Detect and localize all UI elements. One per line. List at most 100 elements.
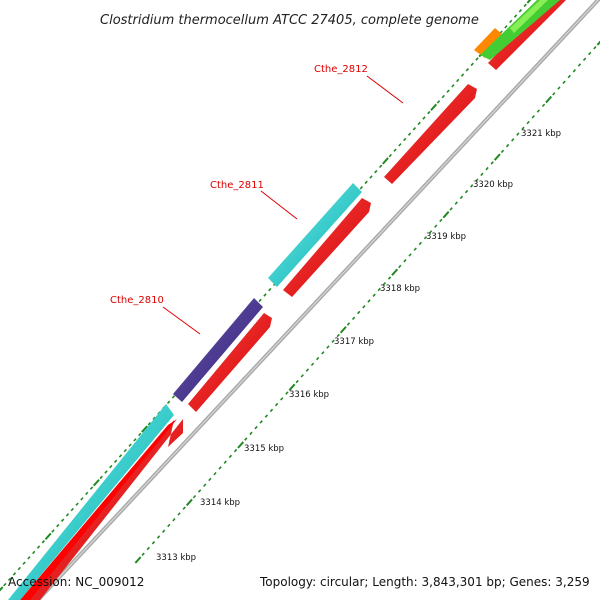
major-tick	[442, 211, 450, 219]
major-tick	[339, 326, 347, 334]
cds-feature-arrow-3812[interactable]	[384, 84, 477, 184]
minor-tick	[274, 402, 279, 407]
cds-inner-track	[20, 0, 566, 600]
minor-tick	[362, 305, 366, 309]
minor-tick	[269, 408, 274, 413]
minor-tick	[228, 454, 233, 459]
accession-text: Accession: NC_009012	[8, 575, 144, 589]
cds-feature-top[interactable]	[488, 0, 566, 70]
cds-feature-arrow-3811[interactable]	[283, 198, 371, 297]
minor-tick	[562, 80, 566, 85]
minor-tick	[541, 103, 546, 108]
minor-tick	[80, 497, 84, 501]
cds-feature-green-top-2[interactable]	[510, 0, 548, 33]
minor-tick	[588, 51, 592, 56]
cds-feature-green-top[interactable]	[480, 0, 560, 60]
minor-tick	[192, 494, 197, 499]
minor-tick	[17, 566, 21, 571]
minor-tick	[464, 189, 469, 194]
minor-tick	[523, 3, 527, 8]
minor-tick	[147, 422, 152, 426]
gene-label-cthe-2812: Cthe_2812	[314, 64, 368, 75]
major-tick	[545, 95, 553, 104]
cds-feature-cyan-lower[interactable]	[8, 404, 174, 600]
kbp-label-3316: 3316 kbp	[289, 390, 329, 400]
minor-tick	[264, 414, 268, 418]
minor-tick	[244, 437, 248, 441]
minor-tick	[434, 224, 438, 228]
cds-outer-track	[8, 0, 560, 600]
minor-tick	[513, 14, 518, 18]
minor-tick	[65, 513, 70, 517]
major-tick	[92, 479, 100, 487]
minor-tick	[321, 351, 325, 355]
major-tick	[493, 153, 501, 161]
minor-tick	[7, 577, 12, 581]
major-tick	[382, 157, 389, 165]
minor-tick	[364, 180, 368, 185]
minor-tick	[351, 316, 356, 320]
minor-tick	[393, 148, 397, 152]
minor-tick	[470, 184, 474, 188]
minor-tick	[470, 62, 474, 67]
minor-tick	[441, 94, 445, 99]
minor-tick	[162, 529, 166, 533]
minor-tick	[387, 276, 392, 280]
minor-tick	[85, 491, 89, 496]
minor-tick	[500, 149, 505, 154]
minor-tick	[359, 186, 364, 190]
minor-tick	[172, 517, 176, 522]
cds-feature-cyan-3811[interactable]	[268, 183, 362, 287]
minor-tick	[56, 523, 60, 528]
minor-tick	[218, 466, 222, 470]
minor-tick	[133, 438, 137, 442]
gene-label-cthe-2811: Cthe_2811	[210, 180, 264, 191]
major-tick	[0, 586, 4, 592]
minor-tick	[32, 550, 36, 555]
cds-feature-arrow-3810[interactable]	[188, 313, 272, 412]
minor-tick	[518, 9, 523, 13]
minor-tick	[475, 57, 479, 61]
minor-tick	[418, 241, 422, 246]
minor-tick	[113, 459, 118, 463]
kbp-label-3319: 3319 kbp	[426, 232, 466, 242]
minor-tick	[118, 454, 123, 458]
minor-tick	[141, 552, 145, 556]
minor-tick	[104, 470, 108, 474]
minor-tick	[3, 582, 7, 587]
minor-tick	[41, 540, 46, 544]
minor-tick	[521, 126, 525, 131]
minor-tick	[331, 339, 335, 344]
major-tick	[185, 498, 193, 507]
minor-tick	[557, 86, 561, 90]
minor-tick	[382, 282, 387, 286]
minor-tick	[417, 121, 421, 126]
cds-feature[interactable]	[20, 419, 177, 600]
minor-tick	[377, 287, 381, 292]
major-tick	[44, 532, 52, 541]
minor-tick	[412, 127, 417, 131]
minor-tick	[336, 333, 340, 338]
minor-tick	[268, 287, 272, 292]
minor-tick	[208, 477, 212, 482]
minor-tick	[51, 529, 55, 533]
minor-tick	[454, 201, 458, 205]
gene-label-leaders	[162, 75, 404, 335]
gene-label-cthe-2810: Cthe_2810	[110, 295, 164, 306]
minor-tick	[459, 195, 464, 200]
kbp-label-3320: 3320 kbp	[473, 180, 513, 190]
minor-tick	[460, 73, 465, 77]
cds-feature-orange-top[interactable]	[474, 28, 503, 58]
minor-tick	[263, 293, 267, 297]
topology-text: Topology: circular; Length: 3,843,301 bp…	[259, 575, 590, 589]
cds-feature-purple-3810[interactable]	[173, 298, 263, 402]
major-tick	[526, 0, 532, 4]
minor-tick	[465, 68, 470, 72]
minor-tick	[446, 89, 450, 93]
kbp-label-3313: 3313 kbp	[156, 553, 196, 563]
minor-tick	[526, 120, 530, 125]
minor-tick	[475, 178, 479, 182]
minor-tick	[36, 545, 41, 549]
minor-tick	[485, 166, 489, 171]
